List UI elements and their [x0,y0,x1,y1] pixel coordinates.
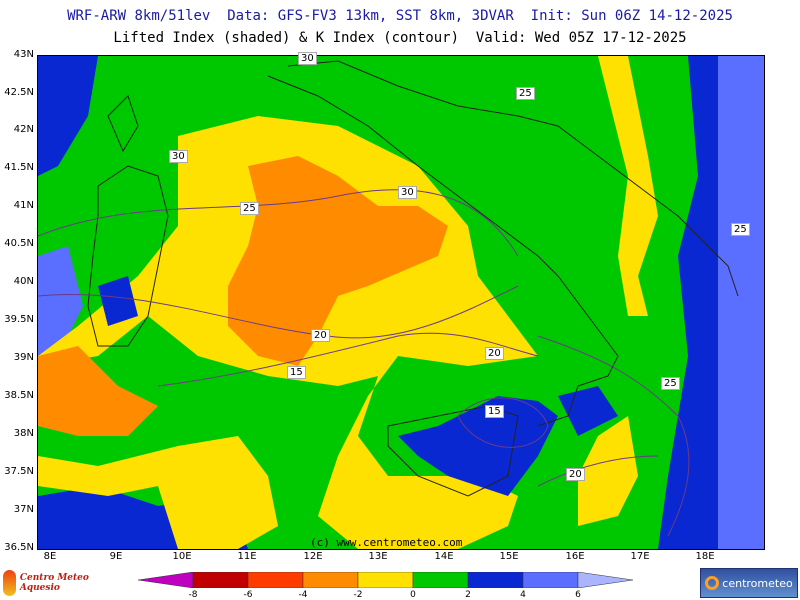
lat-label: 39.5N [4,314,34,325]
contour-label: 15 [287,366,306,379]
watermark: (c) www.centrometeo.com [310,536,463,549]
lon-label: 17E [630,551,650,562]
contour-label: 25 [731,223,750,236]
colorbar-segment [412,572,469,588]
colorbar-tick-label: 2 [465,590,471,600]
colorbar-tick-label: -8 [188,590,198,600]
lat-label: 38N [13,428,34,439]
colorbar-segment [138,572,194,588]
logo-left-text: Centro Meteo Aquesio [19,573,89,593]
contour-label: 20 [485,347,504,360]
lat-label: 41N [13,200,34,211]
contour-label: 15 [485,405,504,418]
colorbar-segment [357,572,414,588]
contour-label: 25 [661,377,680,390]
colorbar-tick-label: 0 [410,590,416,600]
colorbar-segment [577,572,633,588]
colorbar [138,572,633,588]
lon-label: 15E [499,551,519,562]
colorbar-segment [467,572,524,588]
lat-label: 40N [13,276,34,287]
centrometeo-logo: centrometeo [700,568,798,598]
contour-label: 30 [298,52,317,65]
lon-label: 13E [368,551,388,562]
colorbar-segment [302,572,359,588]
logo-right-text: centrometeo [722,576,793,590]
lon-label: 16E [565,551,585,562]
lat-label: 42N [13,124,34,135]
map-subtitle: Lifted Index (shaded) & K Index (contour… [113,30,687,46]
map-canvas [38,56,764,549]
lat-label: 42.5N [4,87,34,98]
lifted-index-map [37,55,765,550]
colorbar-tick-label: -4 [298,590,308,600]
lon-label: 8E [43,551,57,562]
contour-label: 20 [566,468,585,481]
contour-label: 30 [169,150,188,163]
colorbar-segment [192,572,249,588]
lon-label: 9E [109,551,123,562]
contour-label: 25 [240,202,259,215]
lon-label: 10E [172,551,192,562]
colorbar-segment [522,572,579,588]
lat-label: 43N [13,49,34,60]
lat-label: 39N [13,352,34,363]
colorbar-tick-label: -6 [243,590,253,600]
map-title: WRF-ARW 8km/51lev Data: GFS-FV3 13km, SS… [67,8,733,24]
contour-label: 30 [398,186,417,199]
lat-label: 37N [13,504,34,515]
lat-label: 40.5N [4,238,34,249]
logo-circle-icon [705,576,720,590]
colorbar-tick-label: -2 [353,590,363,600]
lat-label: 38.5N [4,390,34,401]
lat-label: 37.5N [4,466,34,477]
lat-label: 36.5N [4,542,34,553]
colorbar-tick-label: 6 [575,590,581,600]
lon-label: 14E [434,551,454,562]
colorbar-segment [247,572,304,588]
lon-label: 12E [303,551,323,562]
colorbar-tick-label: 4 [520,590,526,600]
logo-mark-icon [3,570,16,596]
contour-label: 25 [516,87,535,100]
lat-label: 41.5N [4,162,34,173]
centro-meteo-aquesio-logo: Centro Meteo Aquesio [3,568,123,598]
lon-label: 18E [695,551,715,562]
contour-label: 20 [311,329,330,342]
lon-label: 11E [237,551,257,562]
